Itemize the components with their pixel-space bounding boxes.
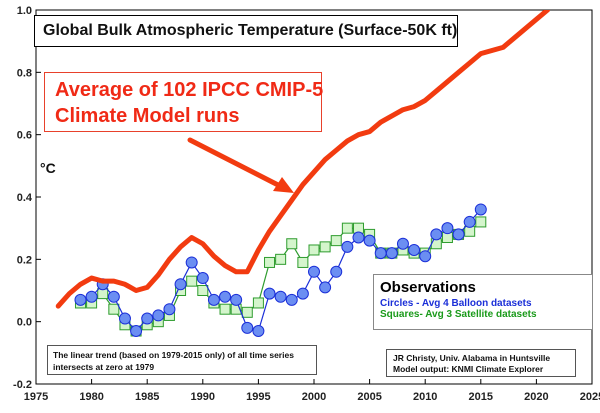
satellite-point bbox=[297, 256, 309, 268]
x-tick-label: 1980 bbox=[79, 391, 103, 403]
satellite-point bbox=[186, 275, 198, 287]
credit-line2: Model output: KNMI Climate Explorer bbox=[393, 364, 544, 374]
balloon-point bbox=[163, 303, 176, 316]
balloon-point bbox=[419, 250, 432, 263]
legend-circles-entry: Circles - Avg 4 Balloon datasets bbox=[380, 298, 532, 309]
x-tick-label: 1995 bbox=[246, 391, 270, 403]
model-callout-arrow-shaft bbox=[187, 137, 285, 190]
credit-box: JR Christy, Univ. Alabama in Huntsville … bbox=[386, 349, 576, 377]
model-callout-line1: Average of 102 IPCC CMIP-5 bbox=[55, 79, 324, 101]
balloon-point bbox=[274, 290, 287, 303]
y-tick-label: 0.8 bbox=[17, 67, 32, 79]
x-tick-label: 1990 bbox=[191, 391, 215, 403]
balloon-point bbox=[196, 272, 209, 285]
satellite-point bbox=[108, 303, 120, 315]
satellite-point bbox=[330, 235, 342, 247]
y-tick-label: 0.4 bbox=[17, 192, 33, 204]
credit-line1: JR Christy, Univ. Alabama in Huntsville bbox=[393, 353, 551, 363]
balloon-point bbox=[107, 290, 120, 303]
model-callout-line2: Climate Model runs bbox=[55, 105, 240, 127]
y-tick-label: 0.0 bbox=[17, 317, 32, 329]
x-tick-label: 1985 bbox=[135, 391, 159, 403]
balloon-point bbox=[430, 228, 443, 241]
balloon-point bbox=[141, 312, 154, 325]
balloon-point bbox=[130, 325, 143, 338]
balloon-point bbox=[474, 203, 487, 216]
chart-title: Global Bulk Atmospheric Temperature (Sur… bbox=[34, 15, 458, 47]
balloon-point bbox=[385, 247, 398, 260]
balloon-point bbox=[241, 321, 254, 334]
balloon-point bbox=[296, 287, 309, 300]
x-tick-label: 2020 bbox=[524, 391, 548, 403]
balloon-point bbox=[219, 290, 232, 303]
balloon-point bbox=[263, 287, 276, 300]
satellite-point bbox=[197, 285, 209, 296]
y-axis-unit-label: °C bbox=[40, 160, 56, 176]
balloon-point bbox=[285, 293, 298, 306]
satellite-point bbox=[219, 303, 231, 315]
balloon-point bbox=[374, 247, 387, 260]
balloon-point bbox=[308, 265, 320, 278]
balloon-point bbox=[352, 231, 365, 244]
balloon-point bbox=[408, 243, 421, 256]
balloon-point bbox=[207, 293, 220, 306]
y-tick-label: 0.2 bbox=[17, 254, 32, 266]
satellite-point bbox=[308, 244, 320, 256]
y-axis-ticks: 1.0 0.8 0.6 0.4 0.2 0.0 -0.2 bbox=[13, 5, 41, 391]
satellite-point bbox=[341, 222, 353, 234]
balloon-point bbox=[118, 312, 131, 325]
model-callout-arrowhead bbox=[273, 177, 294, 193]
satellite-point bbox=[475, 216, 487, 228]
x-tick-label: 2010 bbox=[413, 391, 437, 403]
satellite-point bbox=[241, 306, 253, 318]
balloon-point bbox=[74, 293, 87, 306]
x-axis-ticks: 1975 1980 1985 1990 1995 2000 2005 2010 2015 2020… bbox=[24, 379, 600, 403]
y-tick-label: 1.0 bbox=[17, 5, 32, 17]
balloon-point bbox=[85, 290, 98, 303]
satellite-point bbox=[275, 253, 287, 265]
x-tick-label: 2000 bbox=[302, 391, 326, 403]
balloon-point bbox=[319, 281, 332, 294]
balloon-point bbox=[252, 325, 265, 338]
balloon-point bbox=[174, 278, 187, 291]
balloon-point bbox=[230, 293, 243, 306]
balloon-point bbox=[452, 228, 465, 241]
satellite-point bbox=[264, 256, 276, 268]
y-tick-label: -0.2 bbox=[13, 379, 32, 391]
balloon-point bbox=[396, 237, 409, 250]
balloon-point bbox=[330, 265, 343, 278]
satellite-point bbox=[319, 241, 331, 253]
satellite-point bbox=[252, 297, 264, 309]
legend-box: Observations Circles - Avg 4 Balloon dat… bbox=[373, 274, 593, 330]
balloon-point bbox=[441, 222, 454, 235]
trend-note: The linear trend (based on 1979-2015 onl… bbox=[47, 345, 317, 375]
satellite-point bbox=[286, 238, 298, 250]
series-layer bbox=[55, 10, 551, 338]
x-tick-label: 1975 bbox=[24, 391, 48, 403]
balloon-point bbox=[363, 234, 376, 247]
y-tick-label: 0.6 bbox=[17, 130, 32, 142]
legend-title: Observations bbox=[380, 279, 476, 296]
balloon-point bbox=[341, 240, 354, 253]
arrow-layer bbox=[187, 137, 294, 193]
x-tick-label: 2025 bbox=[580, 391, 600, 403]
model-average-line bbox=[55, 10, 551, 309]
x-tick-label: 2015 bbox=[469, 391, 493, 403]
balloon-point bbox=[463, 215, 476, 228]
model-callout: Average of 102 IPCC CMIP-5 Climate Model… bbox=[44, 72, 324, 132]
balloon-point bbox=[152, 309, 165, 322]
legend-squares-entry: Squares- Avg 3 Satellite datasets bbox=[380, 309, 537, 320]
balloon-point bbox=[185, 256, 198, 269]
x-tick-label: 2005 bbox=[357, 391, 381, 403]
